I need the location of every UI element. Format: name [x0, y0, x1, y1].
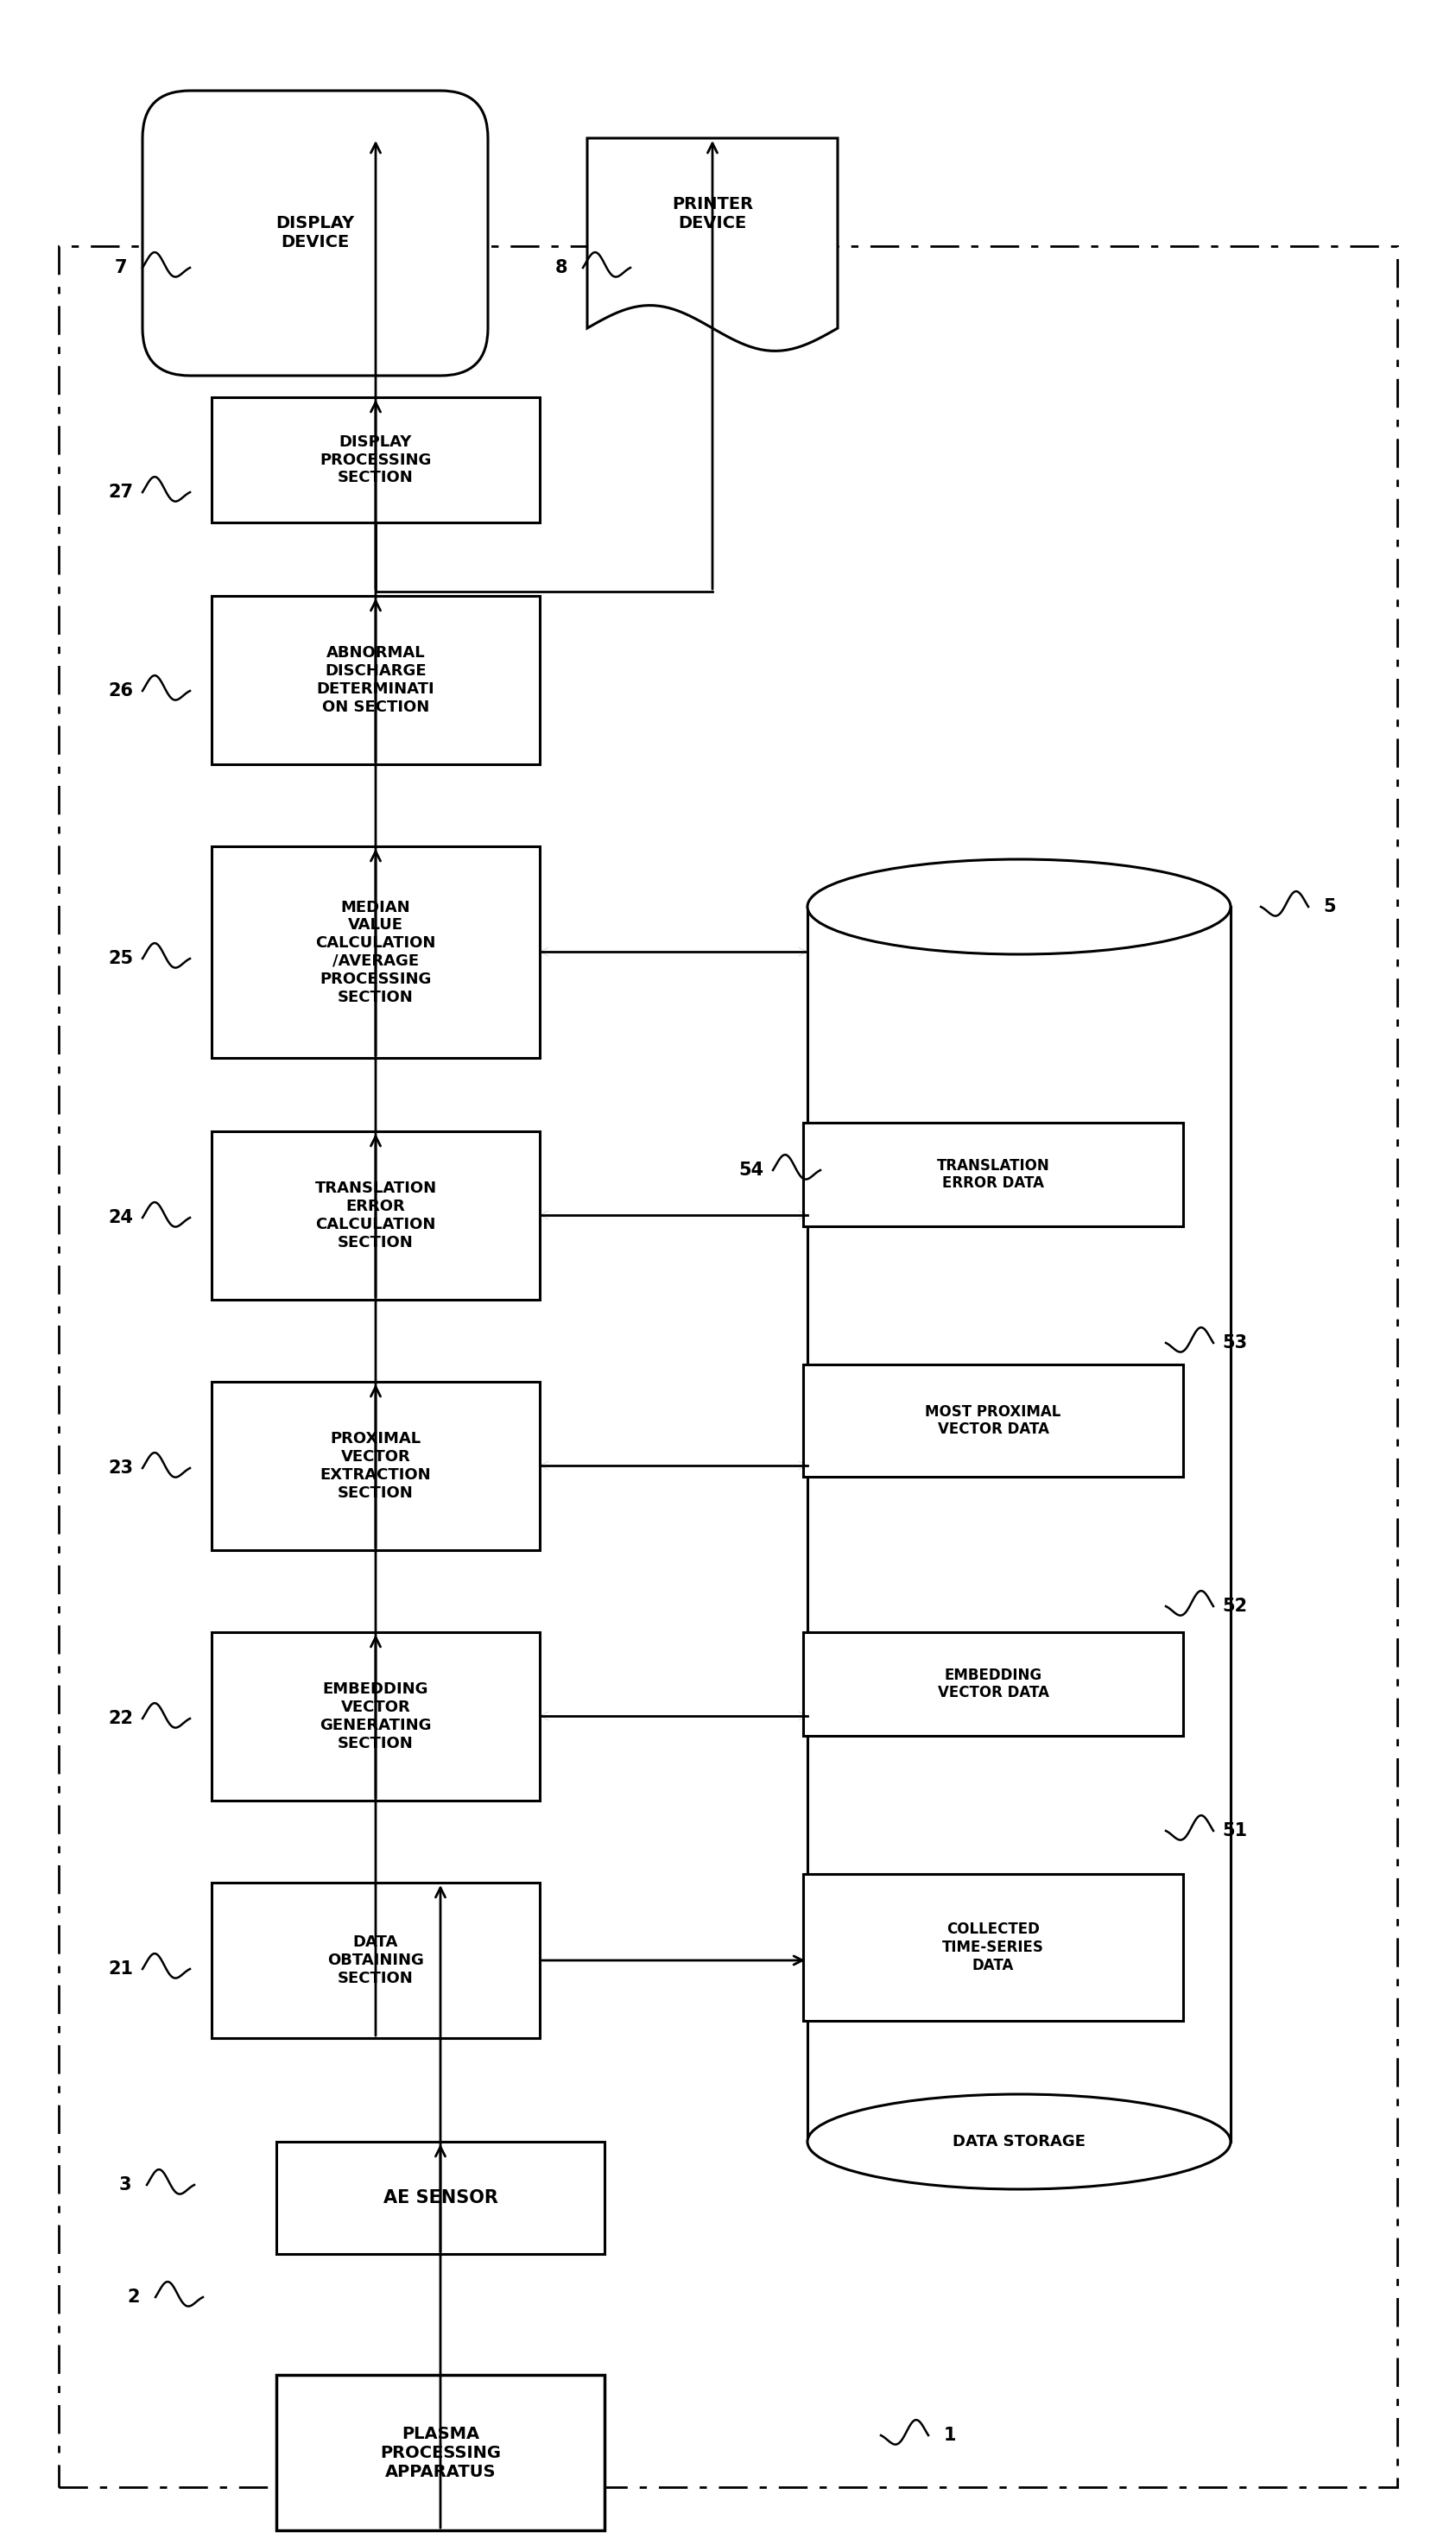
Text: 54: 54 [738, 1161, 764, 1178]
FancyBboxPatch shape [804, 1364, 1184, 1476]
FancyBboxPatch shape [804, 1873, 1184, 2021]
Text: PLASMA
PROCESSING
APPARATUS: PLASMA PROCESSING APPARATUS [380, 2425, 501, 2479]
FancyBboxPatch shape [143, 92, 488, 377]
Text: MOST PROXIMAL
VECTOR DATA: MOST PROXIMAL VECTOR DATA [925, 1405, 1061, 1438]
FancyBboxPatch shape [804, 1122, 1184, 1227]
FancyBboxPatch shape [808, 906, 1230, 2143]
Text: DATA STORAGE: DATA STORAGE [952, 2133, 1086, 2151]
FancyBboxPatch shape [211, 1883, 540, 2039]
FancyBboxPatch shape [211, 1133, 540, 1300]
Text: 22: 22 [108, 1710, 134, 1728]
Text: 21: 21 [108, 1960, 134, 1977]
FancyBboxPatch shape [277, 2143, 604, 2255]
PathPatch shape [587, 137, 837, 351]
Text: ABNORMAL
DISCHARGE
DETERMINATI
ON SECTION: ABNORMAL DISCHARGE DETERMINATI ON SECTIO… [316, 646, 435, 715]
Text: 2: 2 [128, 2288, 140, 2306]
Text: 3: 3 [119, 2176, 131, 2194]
Text: 1: 1 [943, 2428, 957, 2443]
Text: 25: 25 [108, 949, 134, 967]
FancyBboxPatch shape [277, 2374, 604, 2530]
Text: 51: 51 [1223, 1822, 1248, 1840]
Text: 7: 7 [115, 260, 127, 277]
Text: TRANSLATION
ERROR DATA: TRANSLATION ERROR DATA [936, 1158, 1050, 1191]
FancyBboxPatch shape [211, 1382, 540, 1550]
Text: DATA
OBTAINING
SECTION: DATA OBTAINING SECTION [328, 1934, 424, 1985]
Text: 53: 53 [1223, 1334, 1248, 1351]
Text: 52: 52 [1223, 1598, 1248, 1616]
Text: EMBEDDING
VECTOR
GENERATING
SECTION: EMBEDDING VECTOR GENERATING SECTION [320, 1682, 431, 1751]
Text: COLLECTED
TIME-SERIES
DATA: COLLECTED TIME-SERIES DATA [942, 1921, 1044, 1972]
FancyBboxPatch shape [211, 397, 540, 522]
FancyBboxPatch shape [808, 906, 1230, 2143]
Text: MEDIAN
VALUE
CALCULATION
/AVERAGE
PROCESSING
SECTION: MEDIAN VALUE CALCULATION /AVERAGE PROCES… [316, 898, 435, 1005]
FancyBboxPatch shape [211, 596, 540, 764]
Text: 5: 5 [1324, 898, 1337, 916]
Text: TRANSLATION
ERROR
CALCULATION
SECTION: TRANSLATION ERROR CALCULATION SECTION [314, 1181, 437, 1250]
Text: 24: 24 [108, 1209, 134, 1227]
Ellipse shape [808, 860, 1230, 954]
Text: 23: 23 [108, 1458, 134, 1476]
Text: AE SENSOR: AE SENSOR [383, 2189, 498, 2207]
Text: PROXIMAL
VECTOR
EXTRACTION
SECTION: PROXIMAL VECTOR EXTRACTION SECTION [320, 1430, 431, 1502]
Text: DISPLAY
DEVICE: DISPLAY DEVICE [275, 216, 355, 252]
FancyBboxPatch shape [211, 1631, 540, 1799]
Ellipse shape [808, 2095, 1230, 2189]
Text: DISPLAY
PROCESSING
SECTION: DISPLAY PROCESSING SECTION [320, 435, 431, 486]
Text: PRINTER
DEVICE: PRINTER DEVICE [671, 196, 753, 232]
Text: 26: 26 [108, 682, 134, 700]
Text: EMBEDDING
VECTOR DATA: EMBEDDING VECTOR DATA [938, 1667, 1048, 1700]
Text: 8: 8 [555, 260, 568, 277]
FancyBboxPatch shape [804, 1631, 1184, 1736]
Text: 27: 27 [108, 484, 134, 501]
FancyBboxPatch shape [211, 847, 540, 1059]
